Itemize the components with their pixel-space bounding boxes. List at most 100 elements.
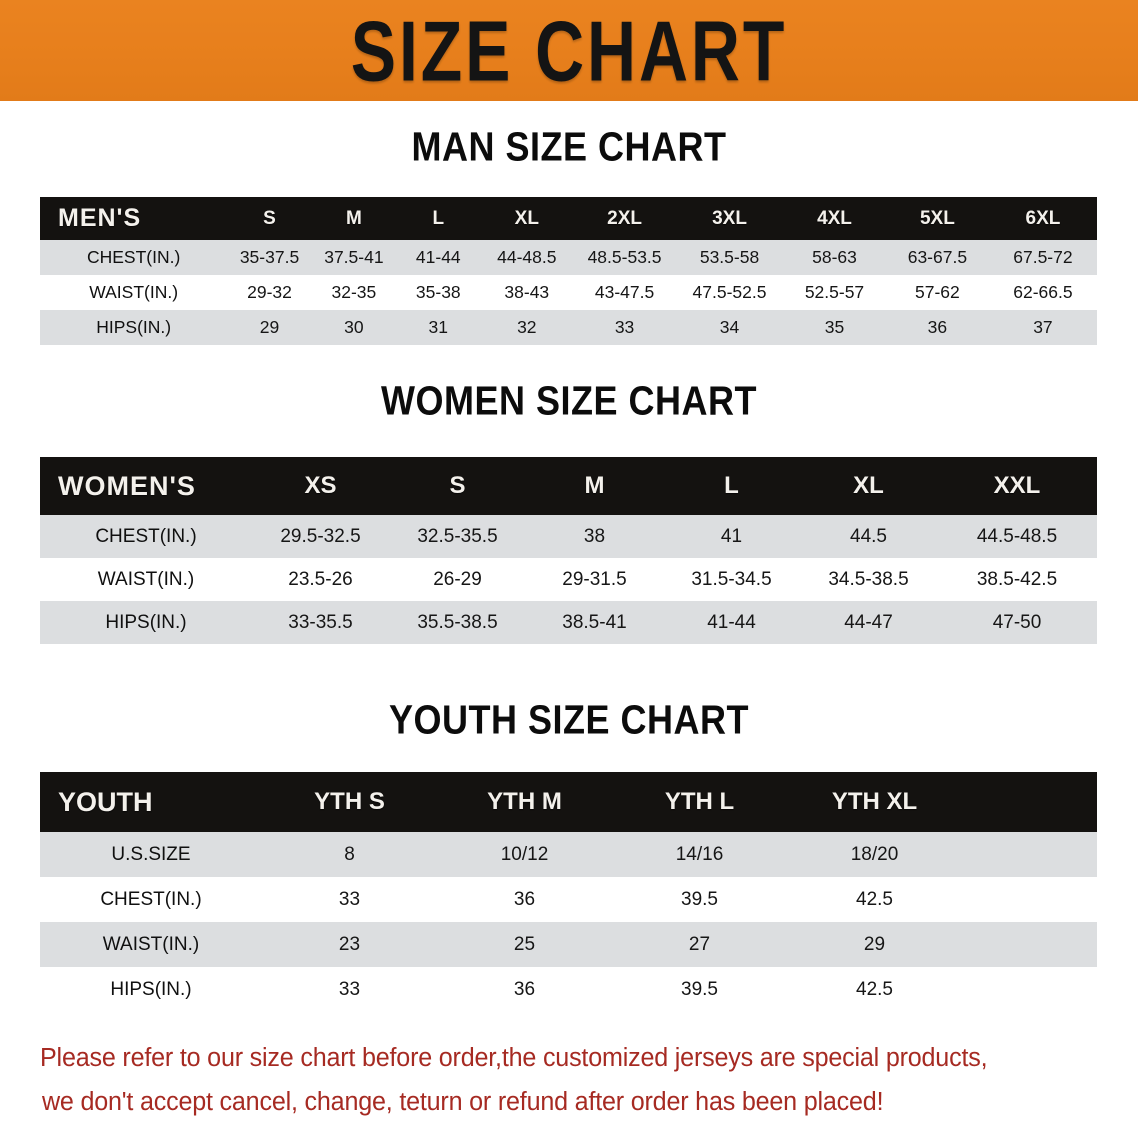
women-cell: 29.5-32.5 <box>252 515 389 558</box>
youth-cell: 14/16 <box>612 832 787 877</box>
youth-row-label: CHEST(IN.) <box>40 877 262 922</box>
women-cell: 35.5-38.5 <box>389 601 526 644</box>
youth-cell: 42.5 <box>787 877 962 922</box>
men-cell: 63-67.5 <box>885 240 989 275</box>
men-col-header: 6XL <box>1025 207 1061 229</box>
men-cell: 47.5-52.5 <box>676 275 784 310</box>
youth-cell: 29 <box>787 922 962 967</box>
women-cell: 31.5-34.5 <box>663 558 800 601</box>
men-col-header: M <box>345 207 362 229</box>
women-size-table: WOMEN'S XS S M L XL XXL CHEST(IN.) 29.5-… <box>40 457 1097 644</box>
youth-col-header: YTH XL <box>831 788 918 815</box>
youth-cell: 18/20 <box>787 832 962 877</box>
women-cell: 26-29 <box>389 558 526 601</box>
youth-cell: 8 <box>262 832 437 877</box>
youth-cell: 27 <box>612 922 787 967</box>
youth-cell: 39.5 <box>612 877 787 922</box>
men-cell: 30 <box>311 310 397 345</box>
women-cell: 38.5-41 <box>526 601 663 644</box>
youth-corner-label: YOUTH <box>58 786 153 817</box>
youth-row-label: U.S.SIZE <box>40 832 262 877</box>
youth-cell: 10/12 <box>437 832 612 877</box>
men-cell: 34 <box>676 310 784 345</box>
men-cell: 35-37.5 <box>227 240 312 275</box>
youth-cell: 36 <box>437 967 612 1012</box>
table-row: WAIST(IN.) 29-32 32-35 35-38 38-43 43-47… <box>40 275 1097 310</box>
women-col-header: XXL <box>993 472 1041 499</box>
youth-cell-spacer <box>962 922 1097 967</box>
women-cell: 41-44 <box>663 601 800 644</box>
women-cell: 41 <box>663 515 800 558</box>
women-col-header: XL <box>853 472 884 499</box>
youth-cell: 42.5 <box>787 967 962 1012</box>
men-cell: 37.5-41 <box>311 240 397 275</box>
youth-row-label: WAIST(IN.) <box>40 922 262 967</box>
youth-cell: 39.5 <box>612 967 787 1012</box>
men-cell: 29 <box>227 310 312 345</box>
page-title: SIZE CHART <box>350 2 788 99</box>
women-col-header: XS <box>304 472 337 499</box>
youth-cell-spacer <box>962 832 1097 877</box>
men-cell: 48.5-53.5 <box>573 240 677 275</box>
women-cell: 44.5 <box>800 515 937 558</box>
women-table-header-row: WOMEN'S XS S M L XL XXL <box>40 457 1097 515</box>
men-col-header: L <box>432 207 445 229</box>
men-cell: 67.5-72 <box>988 240 1097 275</box>
section-title-man: MAN SIZE CHART <box>411 123 727 170</box>
women-cell: 33-35.5 <box>252 601 389 644</box>
men-table-header-row: MEN'S S M L XL 2XL 3XL 4XL 5XL 6XL <box>40 197 1097 240</box>
men-row-label: WAIST(IN.) <box>40 275 228 310</box>
women-cell: 38.5-42.5 <box>937 558 1097 601</box>
men-col-header: 4XL <box>817 207 852 229</box>
table-row: CHEST(IN.) 33 36 39.5 42.5 <box>40 877 1097 922</box>
women-row-label: HIPS(IN.) <box>40 601 252 644</box>
youth-cell-spacer <box>962 967 1097 1012</box>
men-cell: 32 <box>480 310 574 345</box>
youth-cell-spacer <box>962 877 1097 922</box>
note-line-2: we don't accept cancel, change, teturn o… <box>41 1088 884 1116</box>
table-row: CHEST(IN.) 29.5-32.5 32.5-35.5 38 41 44.… <box>40 515 1097 558</box>
section-title-youth: YOUTH SIZE CHART <box>388 696 749 743</box>
youth-header-spacer <box>962 772 1097 832</box>
women-cell: 44-47 <box>800 601 937 644</box>
men-cell: 58-63 <box>783 240 886 275</box>
men-cell: 33 <box>573 310 677 345</box>
youth-col-header: YTH S <box>314 788 385 815</box>
men-cell: 43-47.5 <box>573 275 677 310</box>
youth-cell: 33 <box>262 967 437 1012</box>
men-cell: 37 <box>988 310 1097 345</box>
youth-cell: 36 <box>437 877 612 922</box>
men-col-header: S <box>263 207 276 229</box>
men-cell: 53.5-58 <box>676 240 784 275</box>
women-cell: 23.5-26 <box>252 558 389 601</box>
youth-row-label: HIPS(IN.) <box>40 967 262 1012</box>
men-cell: 35 <box>783 310 886 345</box>
table-row: CHEST(IN.) 35-37.5 37.5-41 41-44 44-48.5… <box>40 240 1097 275</box>
men-row-label: HIPS(IN.) <box>40 310 228 345</box>
men-row-label: CHEST(IN.) <box>40 240 228 275</box>
women-col-header: M <box>584 472 605 499</box>
youth-size-table: YOUTH YTH S YTH M YTH L YTH XL U.S.SIZE … <box>40 772 1097 1012</box>
youth-table-header-row: YOUTH YTH S YTH M YTH L YTH XL <box>40 772 1097 832</box>
men-cell: 32-35 <box>311 275 397 310</box>
youth-col-header: YTH M <box>487 788 562 815</box>
men-cell: 36 <box>885 310 989 345</box>
table-row: U.S.SIZE 8 10/12 14/16 18/20 <box>40 832 1097 877</box>
men-col-header: XL <box>514 207 539 229</box>
table-row: WAIST(IN.) 23.5-26 26-29 29-31.5 31.5-34… <box>40 558 1097 601</box>
men-cell: 29-32 <box>227 275 312 310</box>
women-cell: 29-31.5 <box>526 558 663 601</box>
page-banner: SIZE CHART <box>0 0 1138 101</box>
men-col-header: 3XL <box>712 207 747 229</box>
table-row: WAIST(IN.) 23 25 27 29 <box>40 922 1097 967</box>
men-cell: 57-62 <box>885 275 989 310</box>
order-policy-note: Please refer to our size chart before or… <box>40 1036 1084 1124</box>
table-row: HIPS(IN.) 33 36 39.5 42.5 <box>40 967 1097 1012</box>
men-corner-label: MEN'S <box>58 204 142 232</box>
men-col-header: 5XL <box>919 207 955 229</box>
women-col-header: S <box>449 472 466 499</box>
women-cell: 32.5-35.5 <box>389 515 526 558</box>
youth-cell: 25 <box>437 922 612 967</box>
section-title-women: WOMEN SIZE CHART <box>381 377 757 424</box>
